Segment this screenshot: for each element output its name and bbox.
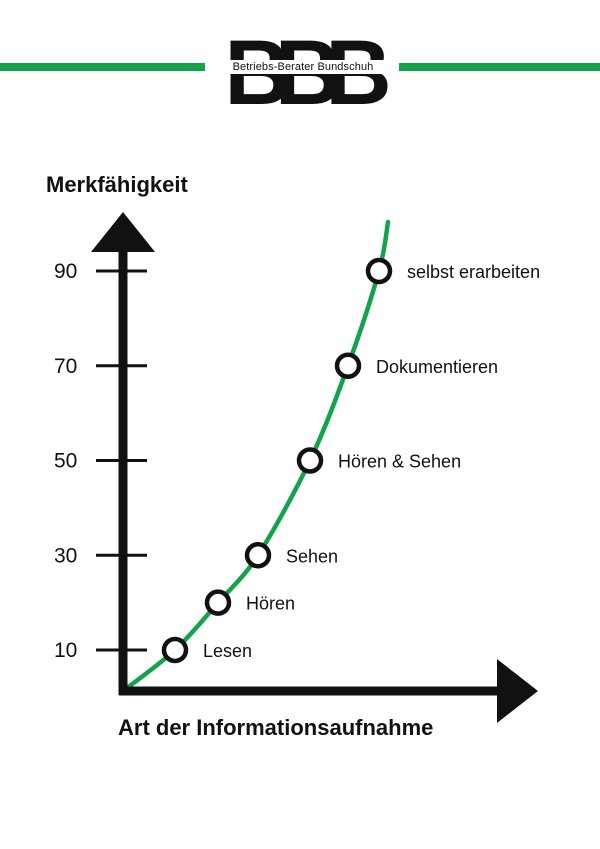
- y-tick-label: 70: [54, 355, 77, 378]
- x-axis-title: Art der Informationsaufnahme: [118, 715, 433, 740]
- data-point: [204, 589, 232, 616]
- data-point: [296, 447, 324, 474]
- logo-company-name: Betriebs-Berater Bundschuh: [207, 60, 399, 74]
- y-tick-label: 50: [54, 450, 77, 473]
- data-point: [244, 542, 272, 569]
- data-point-label: Hören & Sehen: [338, 452, 461, 472]
- y-axis-arrow: [91, 212, 155, 252]
- data-point: [365, 257, 393, 285]
- data-point-label: Lesen: [203, 641, 252, 661]
- header: BBB Betriebs-Berater Bundschuh: [0, 0, 600, 120]
- header-stripe-left: [0, 63, 205, 71]
- data-point-label: Sehen: [286, 546, 338, 566]
- y-tick-label: 10: [54, 639, 77, 662]
- header-stripe-right: [398, 63, 600, 71]
- y-tick-label: 90: [54, 260, 77, 283]
- x-axis-arrow: [497, 659, 538, 723]
- y-tick-label: 30: [54, 544, 77, 567]
- data-point: [161, 636, 189, 664]
- y-axis-title: Merkfähigkeit: [46, 172, 188, 197]
- data-point: [334, 352, 362, 379]
- data-point-label: selbst erarbeiten: [407, 262, 540, 282]
- data-point-label: Dokumentieren: [376, 357, 498, 377]
- data-point-label: Hören: [246, 594, 295, 614]
